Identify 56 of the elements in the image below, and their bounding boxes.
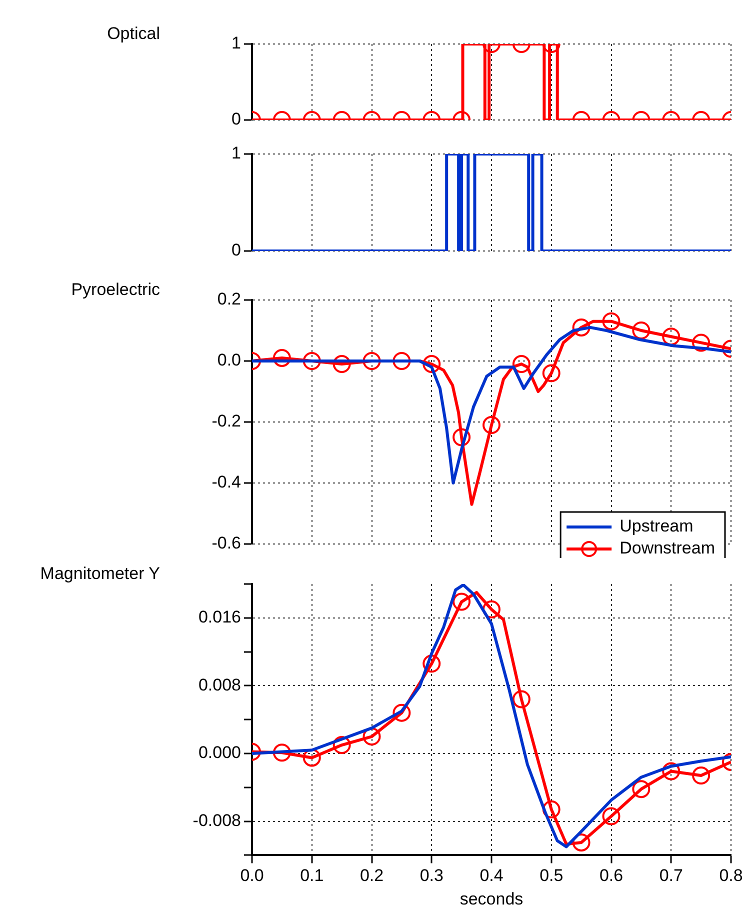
point (422, 654, 441, 673)
x-tick-label: 0.3 (420, 866, 444, 886)
y-tick-label: 0.0 (217, 350, 241, 370)
y-axis-title: Magnitometer Y (39, 564, 160, 584)
point (662, 328, 680, 346)
y-tick-label: -0.2 (212, 412, 241, 431)
point (272, 348, 291, 367)
y-tick-label: 0.008 (198, 675, 241, 694)
point (332, 736, 351, 754)
y-tick-label: -0.008 (192, 810, 241, 830)
point (392, 704, 411, 722)
point (572, 318, 590, 336)
point (362, 728, 381, 746)
point (452, 428, 471, 446)
point (692, 334, 710, 352)
y-tick-label: 1 (232, 144, 241, 163)
point (542, 364, 560, 382)
point (662, 762, 680, 780)
x-tick-label: 0.1 (300, 866, 324, 886)
y-axis-title: Optical (106, 24, 160, 44)
x-tick-label: 0.5 (540, 866, 564, 886)
x-tick-label: 0.7 (659, 866, 683, 886)
point (332, 355, 351, 374)
x-tick-label: 0.4 (480, 866, 504, 886)
point (302, 748, 321, 767)
y-tick-label: 1 (232, 34, 241, 53)
y-tick-label: 0 (232, 110, 241, 129)
x-tick-label: 0.6 (599, 866, 624, 886)
point (692, 766, 710, 785)
point (392, 352, 411, 370)
y-tick-label: 0 (232, 240, 241, 260)
point (362, 352, 381, 370)
point (302, 352, 321, 370)
x-axis-title: seconds (460, 889, 524, 908)
point (482, 416, 500, 434)
y-tick-label: 0.2 (217, 290, 241, 309)
legend-label: Downstream (620, 538, 716, 558)
point (542, 800, 560, 818)
point (512, 690, 530, 708)
y-tick-label: -0.6 (212, 534, 241, 553)
point (452, 592, 471, 611)
x-tick-label: 0.2 (360, 866, 384, 886)
point (632, 322, 650, 340)
point (602, 312, 620, 330)
point (602, 807, 620, 826)
x-tick-label: 0.8 (719, 866, 743, 886)
point (632, 780, 650, 798)
legend-label: Upstream (620, 516, 694, 536)
point (572, 833, 590, 852)
y-tick-label: 0.000 (198, 743, 241, 762)
point (512, 355, 530, 374)
point (422, 355, 441, 374)
y-tick-label: 0.016 (198, 608, 241, 627)
point (272, 744, 291, 762)
y-axis-title: Pyroelectric (70, 280, 160, 300)
y-tick-label: -0.4 (212, 472, 241, 492)
